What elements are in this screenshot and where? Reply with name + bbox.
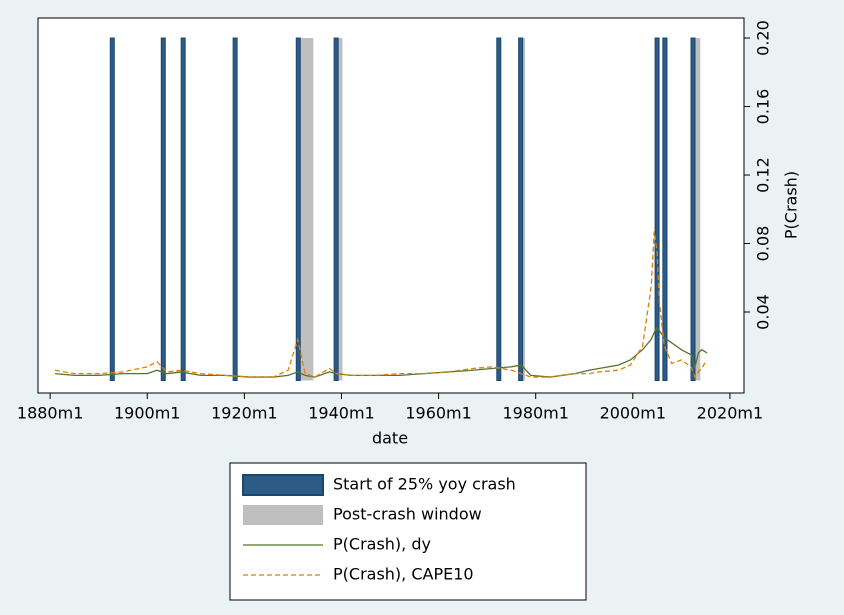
x-tick-label: 1980m1 (502, 404, 568, 423)
y-axis-title: P(Crash) (782, 171, 801, 239)
post-crash-window (693, 38, 701, 381)
crash-bar (518, 37, 524, 382)
crash-bar (333, 37, 339, 382)
x-tick-label: 1920m1 (211, 404, 277, 423)
crash-bar (662, 37, 668, 382)
y-tick-label: 0.04 (754, 294, 773, 330)
x-tick-label: 2000m1 (600, 404, 666, 423)
crash-bar (232, 37, 238, 382)
legend-swatch (243, 505, 323, 525)
crash-bar (690, 37, 696, 382)
crash-bar (654, 37, 660, 382)
y-tick-label: 0.20 (754, 20, 773, 56)
post-crash-window (298, 38, 314, 381)
crash-bar (109, 37, 115, 382)
x-tick-label: 1940m1 (308, 404, 374, 423)
legend-label: P(Crash), dy (333, 535, 431, 554)
y-tick-label: 0.16 (754, 89, 773, 125)
legend-label: Start of 25% yoy crash (333, 475, 516, 494)
x-tick-label: 1960m1 (405, 404, 471, 423)
crash-bar (496, 37, 502, 382)
x-tick-label: 1900m1 (114, 404, 180, 423)
legend-label: Post-crash window (333, 505, 482, 524)
series-line (54, 326, 708, 378)
crash-bar (295, 37, 301, 382)
crash-bar (160, 37, 166, 382)
post-crash-window (336, 38, 343, 381)
crash-bar (180, 37, 186, 382)
y-tick-label: 0.12 (754, 157, 773, 193)
series-line (54, 231, 708, 379)
x-tick-label: 2020m1 (697, 404, 763, 423)
legend-label: P(Crash), CAPE10 (333, 565, 474, 584)
legend-swatch (242, 474, 324, 496)
x-axis-title: date (372, 429, 408, 448)
y-tick-label: 0.08 (754, 226, 773, 262)
x-tick-label: 1880m1 (17, 404, 83, 423)
plot-area (37, 17, 745, 394)
